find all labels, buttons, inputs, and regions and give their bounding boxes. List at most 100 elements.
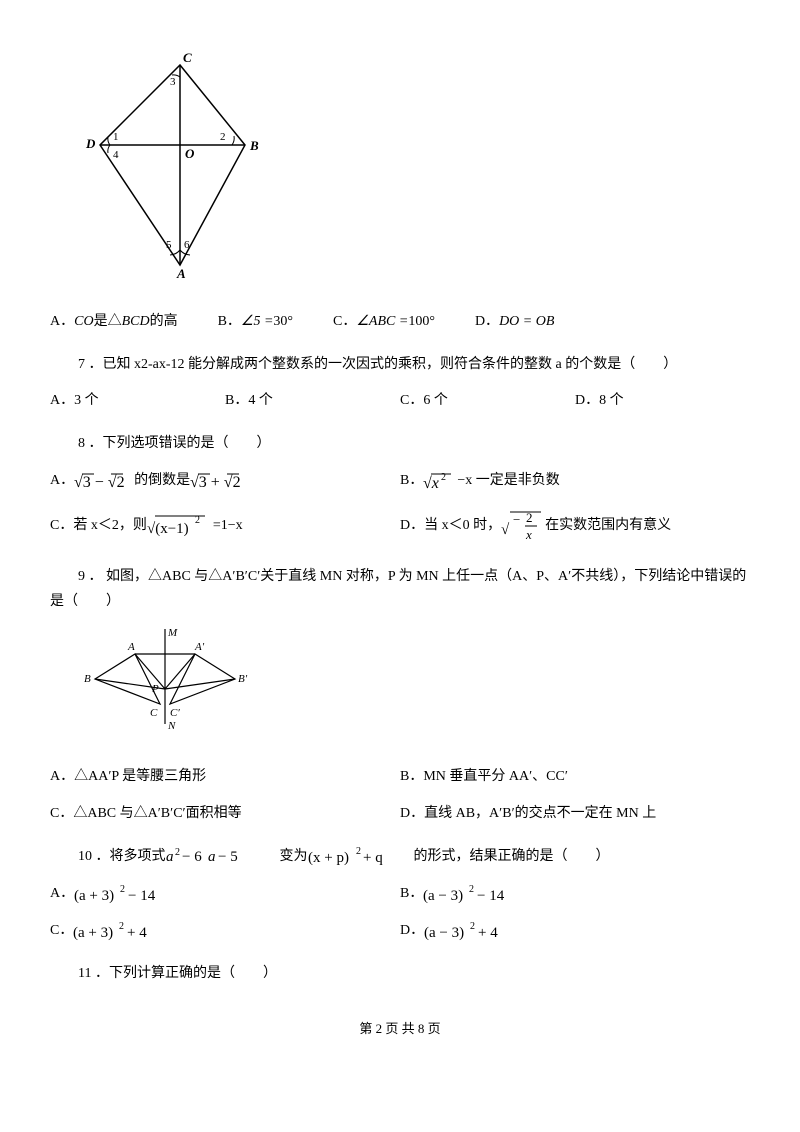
svg-text:√3 − √2: √3 − √2 — [74, 474, 125, 491]
q10-opt-a: A． (a + 3) 2 − 14 — [50, 881, 400, 906]
text: 30° — [273, 309, 293, 334]
svg-text:2: 2 — [175, 847, 180, 858]
q9-opt-b: B．MN 垂直平分 AA′、CC′ — [400, 764, 750, 789]
svg-text:−: − — [513, 512, 520, 527]
text: 是△ — [94, 309, 122, 334]
angle-3: 3 — [170, 76, 176, 88]
page-footer: 第 2 页 共 8 页 — [50, 1017, 750, 1040]
vertex-c: C — [183, 50, 192, 65]
opt-label: D． — [475, 309, 499, 334]
svg-text:− 6: − 6 — [182, 849, 202, 865]
svg-text:(a + 3): (a + 3) — [74, 888, 114, 904]
sqrt-neg2x: √ − 2 x — [501, 506, 545, 546]
opt-label: A． — [50, 881, 74, 906]
q8-opt-b: B． √x2 −x 一定是非负数 — [400, 468, 750, 494]
svg-text:(a + 3): (a + 3) — [73, 925, 113, 941]
math-text: CO — [74, 309, 93, 334]
svg-text:√x: √x — [423, 475, 439, 492]
q7-opt-b: B．4 个 — [225, 388, 400, 413]
vertex-o: O — [185, 146, 195, 161]
q6-opt-d: D． DO = OB — [475, 309, 554, 334]
q8-opt-a: A． √3 − √2 的倒数是 √3 + √2 — [50, 468, 400, 494]
figure-symmetry: M N A A′ B B′ C C′ P — [80, 624, 750, 743]
svg-text:2: 2 — [356, 846, 361, 857]
q7-options: A．3 个 B．4 个 C．6 个 D．8 个 — [50, 388, 750, 413]
q8-row1: A． √3 − √2 的倒数是 √3 + √2 B． √x2 −x 一定是非负数 — [50, 468, 750, 494]
q9-row1: A．△AA′P 是等腰三角形 B．MN 垂直平分 AA′、CC′ — [50, 764, 750, 789]
q8-stem: 8 ．下列选项错误的是（ ） — [50, 431, 750, 456]
q10-stem: 10 ．将多项式 a2 − 6a − 5 变为 (x + p)2 + q 的形式… — [50, 844, 750, 869]
q8-opt-d: D．当 x＜0 时， √ − 2 x 在实数范围内有意义 — [400, 506, 750, 546]
angle-1: 1 — [113, 131, 119, 143]
svg-text:(x + p): (x + p) — [308, 850, 349, 866]
label-a: A — [127, 641, 135, 653]
text: 变为 — [252, 844, 308, 869]
q10-opt-b: B． (a − 3)2 − 14 — [400, 881, 750, 906]
label-b2: B′ — [238, 673, 248, 685]
q6-options: A． CO 是△ BCD 的高 B． ∠5 = 30° C． ∠ABC = 10… — [50, 309, 750, 334]
q9-opt-c: C．△ABC 与△A′B′C′面积相等 — [50, 801, 400, 826]
vertex-b: B — [249, 138, 259, 153]
q7-opt-a: A．3 个 — [50, 388, 225, 413]
svg-text:a: a — [208, 849, 216, 865]
poly-a2-6a-5: a2 − 6a − 5 — [166, 845, 252, 867]
opt-label: C． — [50, 918, 73, 943]
opt-label: C． — [333, 309, 356, 334]
kite-svg: C B A D O 1 2 3 4 5 6 — [80, 50, 270, 280]
q9-opt-d: D．直线 AB，A′B′的交点不一定在 MN 上 — [400, 801, 750, 826]
q6-opt-b: B． ∠5 = 30° — [218, 309, 293, 334]
q7-stem: 7 ．已知 x2-ax-12 能分解成两个整数系的一次因式的乘积，则符合条件的整… — [50, 352, 750, 377]
text: −x 一定是非负数 — [457, 468, 559, 493]
svg-text:a: a — [166, 849, 174, 865]
svg-text:(a − 3): (a − 3) — [424, 925, 464, 941]
opt-label: B． — [218, 309, 241, 334]
math-text: ∠5 = — [241, 309, 274, 334]
label-n: N — [167, 720, 176, 732]
opt-label: D．当 x＜0 时， — [400, 513, 501, 538]
q8-row2: C．若 x＜2，则 √(x−1)2 =1−x D．当 x＜0 时， √ − 2 … — [50, 506, 750, 546]
svg-text:√(x−1): √(x−1) — [147, 521, 189, 537]
q8-opt-c: C．若 x＜2，则 √(x−1)2 =1−x — [50, 506, 400, 546]
math-text: BCD — [122, 309, 150, 334]
text: 100° — [408, 309, 435, 334]
svg-text:+ q: + q — [363, 850, 383, 866]
sqrt3-sqrt2-b: √3 + √2 — [190, 469, 250, 493]
am3sq-14: (a − 3)2 − 14 — [423, 882, 523, 906]
q11-stem: 11 ．下列计算正确的是（ ） — [50, 961, 750, 986]
angle-2: 2 — [220, 131, 226, 143]
label-c: C — [150, 707, 158, 719]
svg-text:√: √ — [501, 522, 510, 538]
svg-text:− 14: − 14 — [128, 888, 156, 904]
math-text: DO = OB — [499, 309, 554, 334]
opt-label: C．若 x＜2，则 — [50, 513, 147, 538]
opt-label: D． — [400, 918, 424, 943]
svg-text:2: 2 — [119, 921, 124, 932]
label-c2: C′ — [170, 707, 180, 719]
label-p: P — [151, 683, 159, 695]
label-a2: A′ — [194, 641, 205, 653]
symmetry-svg: M N A A′ B B′ C C′ P — [80, 624, 250, 734]
q9-row2: C．△ABC 与△A′B′C′面积相等 D．直线 AB，A′B′的交点不一定在 … — [50, 801, 750, 826]
vertex-a: A — [176, 266, 186, 280]
xp2-q: (x + p) 2 + q — [308, 844, 386, 868]
svg-text:− 5: − 5 — [218, 849, 238, 865]
q10-row1: A． (a + 3) 2 − 14 B． (a − 3)2 − 14 — [50, 881, 750, 906]
label-m: M — [167, 627, 178, 639]
math-text: ∠ABC = — [356, 309, 408, 334]
text: =1−x — [213, 513, 243, 538]
svg-text:x: x — [525, 527, 532, 542]
label-b: B — [84, 673, 91, 685]
text: 的高 — [150, 309, 178, 334]
q10-opt-c: C． (a + 3)2 + 4 — [50, 918, 400, 943]
svg-text:2: 2 — [470, 921, 475, 932]
angle-4: 4 — [113, 149, 119, 161]
text: 的形式，结果正确的是（ ） — [386, 844, 610, 869]
angle-5: 5 — [166, 239, 172, 251]
svg-text:2: 2 — [526, 510, 533, 525]
text: 的倒数是 — [134, 468, 190, 493]
opt-label: B． — [400, 468, 423, 493]
opt-label: A． — [50, 309, 74, 334]
svg-text:2: 2 — [120, 884, 125, 895]
a3sq-14: (a + 3) 2 − 14 — [74, 882, 174, 906]
q7-opt-d: D．8 个 — [575, 388, 750, 413]
